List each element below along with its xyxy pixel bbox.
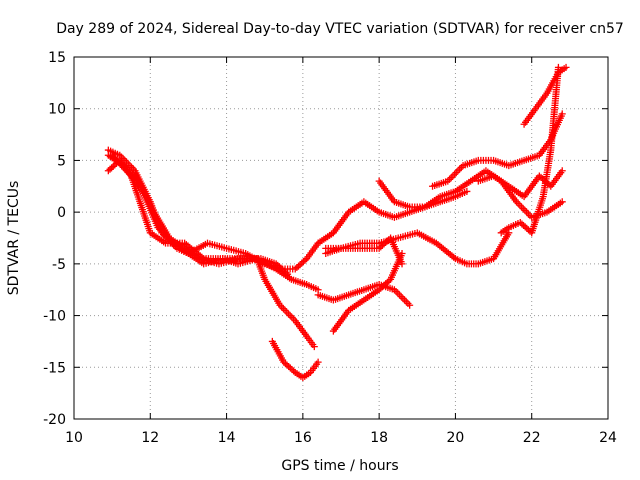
- data-point: [310, 343, 318, 351]
- data-point: [406, 301, 414, 309]
- x-tick-label: 22: [523, 430, 541, 446]
- y-tick-label: 5: [57, 153, 66, 169]
- grid: [74, 57, 608, 419]
- x-tick-label: 10: [65, 430, 83, 446]
- data-point: [558, 198, 566, 206]
- x-tick-label: 20: [447, 430, 465, 446]
- data-point: [290, 367, 298, 375]
- series-track-8: [314, 281, 414, 309]
- y-tick-label: 15: [48, 50, 66, 66]
- x-axis-label: GPS time / hours: [281, 458, 398, 474]
- y-axis-label: SDTVAR / TECUs: [6, 181, 22, 296]
- data-points: [104, 63, 570, 382]
- y-tick-label: 10: [48, 102, 66, 118]
- series-track-5: [268, 337, 322, 382]
- series-track-15: [520, 63, 570, 128]
- x-tick-label: 24: [599, 430, 617, 446]
- x-tick-label: 16: [294, 430, 312, 446]
- x-tick-label: 18: [370, 430, 388, 446]
- y-tick-label: -10: [43, 309, 66, 325]
- plot-frame: [73, 56, 609, 420]
- series-track-7: [314, 187, 471, 247]
- series-track-10: [322, 229, 513, 268]
- data-point: [282, 269, 290, 277]
- data-point: [463, 187, 471, 195]
- data-point: [558, 110, 566, 118]
- data-point: [284, 270, 292, 278]
- data-point: [314, 358, 322, 366]
- y-tick-label: -15: [43, 360, 66, 376]
- series-track-9: [329, 250, 406, 335]
- chart-title: Day 289 of 2024, Sidereal Day-to-day VTE…: [56, 21, 624, 37]
- data-point: [385, 277, 393, 285]
- y-tick-label: -20: [43, 412, 66, 428]
- data-point: [301, 256, 309, 264]
- axis-ticks: 10 12 14 16 18 20 22 24 -20 -15 -10 -5 0 5 10 15: [43, 50, 617, 446]
- y-tick-label: 0: [57, 205, 66, 221]
- x-tick-label: 14: [218, 430, 236, 446]
- y-tick-label: -5: [52, 257, 66, 273]
- series-track-13: [474, 167, 566, 201]
- x-tick-label: 12: [141, 430, 159, 446]
- data-point: [398, 250, 406, 258]
- data-point: [562, 63, 570, 71]
- data-point: [558, 167, 566, 175]
- series-track-4: [108, 151, 292, 278]
